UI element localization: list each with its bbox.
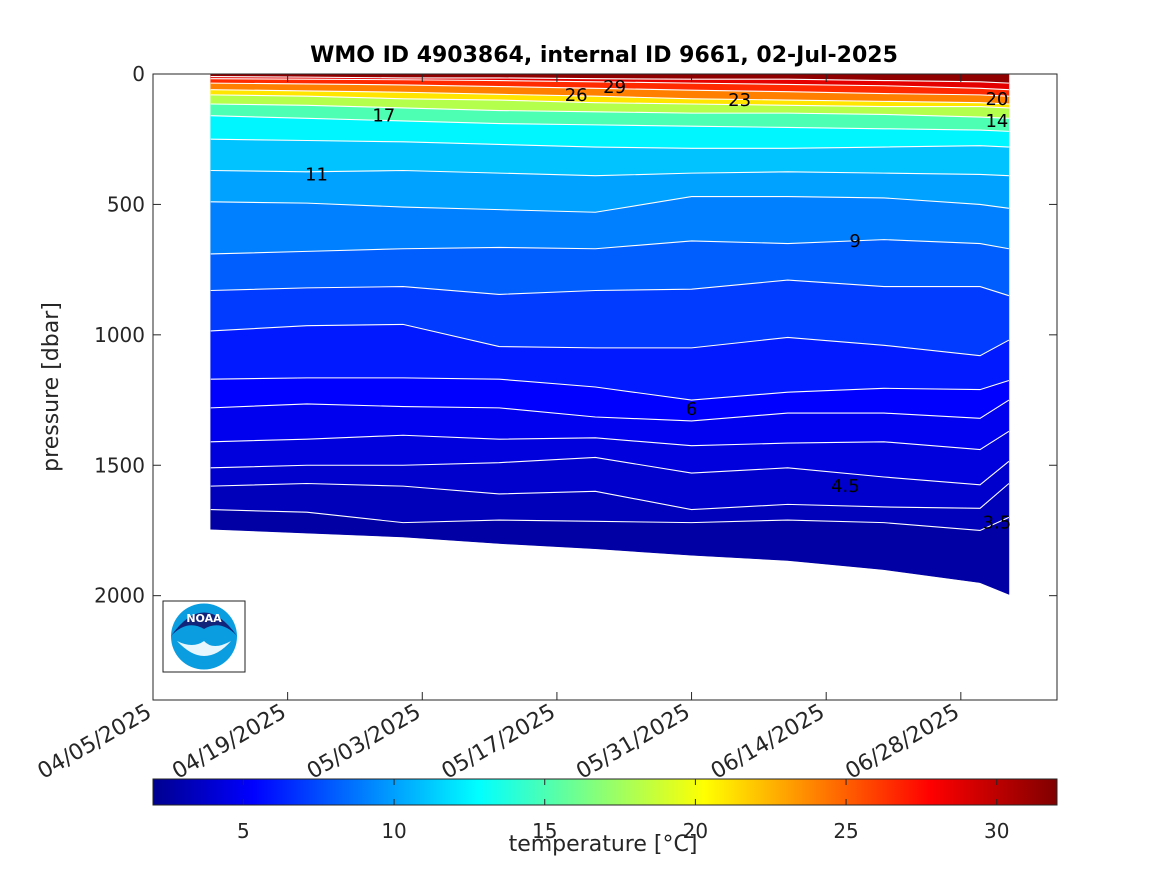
colorbar-label: temperature [°C] [509, 832, 698, 857]
colorbar-tick-label: 15 [532, 819, 557, 843]
isotherm-line [210, 89, 1009, 105]
isotherm-line [210, 169, 1009, 177]
isotherm-line [210, 103, 1009, 119]
x-tick-label: 04/05/2025 [34, 700, 156, 785]
x-tick-label: 04/19/2025 [168, 700, 290, 785]
y-tick-label: 500 [107, 192, 145, 216]
isotherm-line [210, 115, 1009, 132]
colorbar-tick-label: 5 [237, 819, 250, 843]
x-tick-label: 06/14/2025 [707, 700, 829, 785]
isotherm-line [210, 399, 1010, 422]
colorbar-tick-label: 30 [984, 819, 1009, 843]
isotherm-line [210, 94, 1009, 109]
colorbar-tick-label: 20 [683, 819, 708, 843]
y-tick-label: 1000 [94, 323, 145, 347]
x-tick-label: 05/03/2025 [303, 700, 425, 785]
y-axis-label: pressure [dbar] [39, 302, 64, 472]
contour-label: 9 [849, 231, 860, 252]
contour-label: 26 [565, 85, 588, 106]
x-tick-label: 06/28/2025 [842, 700, 964, 785]
contour-label: 3.5 [983, 513, 1012, 534]
isotherm-line [210, 377, 1010, 401]
isotherm-lines [210, 76, 1010, 532]
y-tick-label: 0 [132, 62, 145, 86]
colorbar [152, 778, 1058, 806]
isotherm-line [210, 456, 1010, 486]
y-axis-ticks: 0 500 1000 1500 2000 [94, 62, 1057, 608]
contour-label: 29 [603, 77, 626, 98]
isotherm-line [210, 509, 1010, 532]
contour-label: 4.5 [831, 476, 860, 497]
isotherm-line [210, 430, 1010, 451]
contour-label: 11 [305, 164, 328, 185]
noaa-logo-icon: NOAA [162, 600, 246, 673]
colorbar-tick-label: 25 [833, 819, 858, 843]
isotherm-line [210, 279, 1010, 297]
y-tick-label: 2000 [94, 584, 145, 608]
contour-label: 20 [985, 89, 1008, 110]
noaa-logo-text: NOAA [186, 612, 222, 625]
y-tick-label: 1500 [94, 453, 145, 477]
colorbar-tick-label: 10 [381, 819, 406, 843]
contour-label: 14 [985, 111, 1008, 132]
isotherm-line [210, 239, 1010, 255]
isotherm-line [210, 196, 1009, 213]
temperature-field [210, 74, 1010, 595]
isotherm-line [210, 82, 1009, 97]
contour-label: 23 [728, 90, 751, 111]
contour-label: 17 [372, 106, 395, 127]
isotherm-line [210, 138, 1009, 149]
isotherm-line [210, 76, 1009, 84]
isotherm-line [210, 323, 1010, 357]
x-tick-label: 05/17/2025 [438, 700, 560, 785]
isotherm-line [210, 482, 1010, 511]
isotherm-line [210, 78, 1009, 91]
chart-title: WMO ID 4903864, internal ID 9661, 02-Jul… [310, 43, 898, 68]
contour-label: 6 [686, 399, 697, 420]
x-tick-label: 05/31/2025 [572, 700, 694, 785]
colorbar-ticks: 5 10 15 20 25 30 [237, 779, 1009, 843]
plot-frame [152, 73, 1058, 701]
contour-labels: 29 26 23 20 17 14 11 9 6 4.5 3.5 [305, 77, 1011, 534]
